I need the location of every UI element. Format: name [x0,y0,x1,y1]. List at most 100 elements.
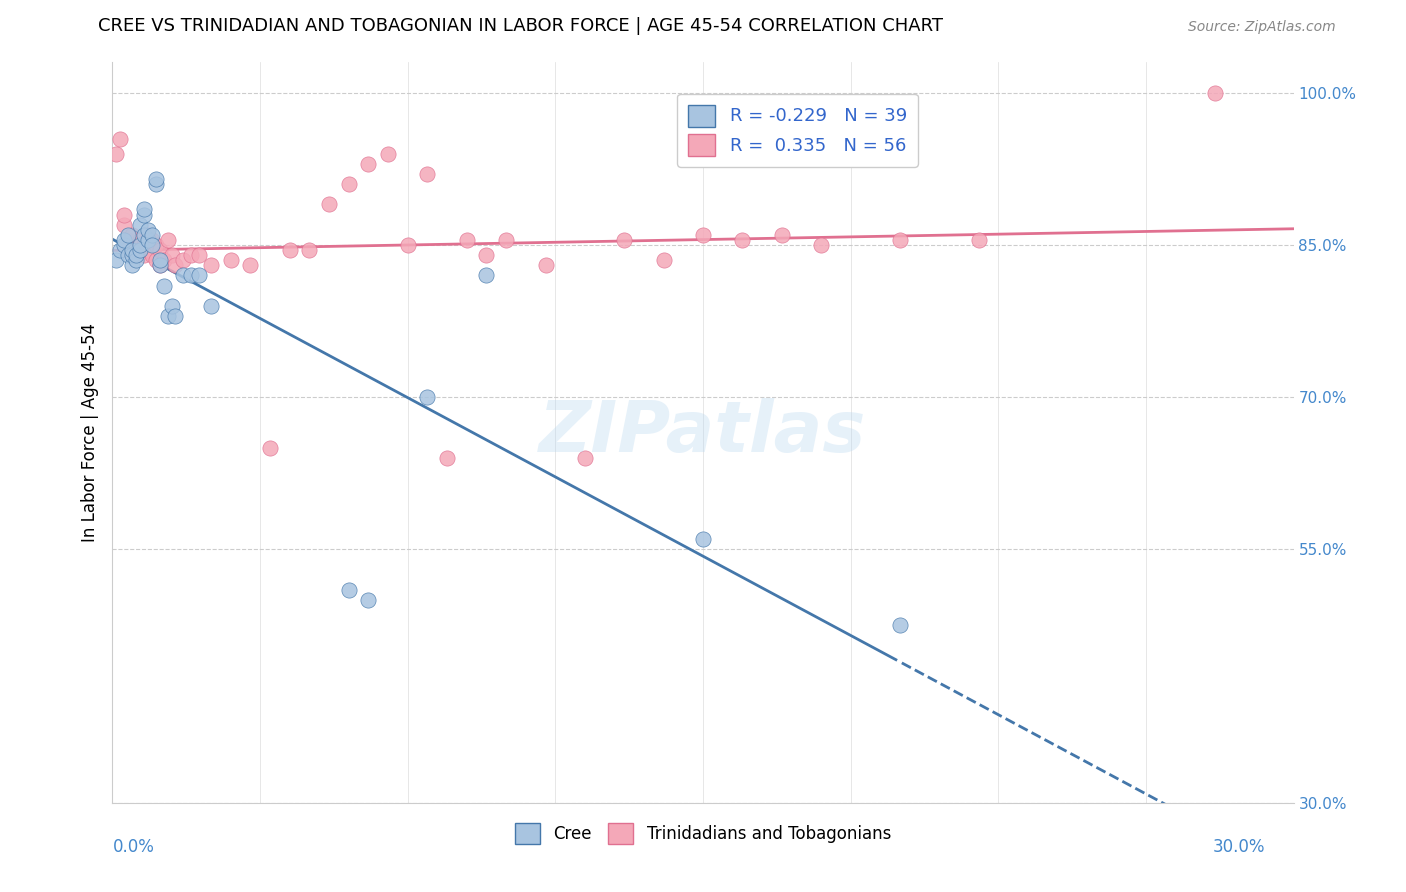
Point [105,146,128,161]
Point [129,233,152,247]
Point [105,253,128,268]
Point [495,233,517,247]
Point [298,243,321,257]
Point [121,238,143,252]
Point [141,238,163,252]
Point [770,227,793,242]
Point [889,618,911,632]
Y-axis label: In Labor Force | Age 45-54: In Labor Force | Age 45-54 [80,323,98,542]
Point [136,223,159,237]
Legend: Cree, Trinidadians and Tobagonians: Cree, Trinidadians and Tobagonians [505,814,901,854]
Point [967,233,990,247]
Point [731,233,754,247]
Point [692,227,714,242]
Point [149,253,172,268]
Point [475,248,498,262]
Point [117,233,139,247]
Point [152,278,174,293]
Point [145,253,167,268]
Point [112,218,135,232]
Point [132,208,155,222]
Point [117,243,139,257]
Point [141,248,163,262]
Point [149,258,172,272]
Point [337,582,360,597]
Point [165,258,187,272]
Point [125,253,148,268]
Point [810,238,832,252]
Point [278,243,301,257]
Point [129,218,152,232]
Point [165,309,187,323]
Point [188,268,211,283]
Point [416,167,439,181]
Point [160,248,183,262]
Point [160,299,183,313]
Point [574,450,596,465]
Point [613,233,636,247]
Point [117,227,139,242]
Point [129,243,152,257]
Point [110,243,132,257]
Point [121,243,143,257]
Point [132,227,155,242]
Point [136,227,159,242]
Point [112,208,135,222]
Text: ZIPatlas: ZIPatlas [540,398,866,467]
Point [145,172,167,186]
Point [129,243,152,257]
Point [889,233,911,247]
Point [692,532,714,546]
Point [337,177,360,191]
Point [136,233,159,247]
Point [141,233,163,247]
Point [136,243,159,257]
Text: 0.0%: 0.0% [112,838,155,855]
Point [132,238,155,252]
Point [259,441,281,455]
Text: Source: ZipAtlas.com: Source: ZipAtlas.com [1188,21,1336,34]
Point [132,202,155,217]
Point [534,258,557,272]
Point [239,258,262,272]
Point [357,593,380,607]
Point [121,258,143,272]
Point [129,238,152,252]
Point [117,248,139,262]
Point [145,177,167,191]
Point [200,258,222,272]
Point [318,197,340,211]
Point [219,253,242,268]
Text: 30.0%: 30.0% [1213,838,1265,855]
Point [149,258,172,272]
Point [652,253,675,268]
Point [110,131,132,145]
Point [149,243,172,257]
Point [436,450,458,465]
Point [125,243,148,257]
Point [180,248,202,262]
Point [188,248,211,262]
Point [357,157,380,171]
Point [141,227,163,242]
Point [200,299,222,313]
Point [172,268,194,283]
Point [377,146,399,161]
Point [1204,86,1226,100]
Point [475,268,498,283]
Point [121,248,143,262]
Text: CREE VS TRINIDADIAN AND TOBAGONIAN IN LABOR FORCE | AGE 45-54 CORRELATION CHART: CREE VS TRINIDADIAN AND TOBAGONIAN IN LA… [98,17,943,35]
Point [416,390,439,404]
Point [121,227,143,242]
Point [125,248,148,262]
Point [132,248,155,262]
Point [152,253,174,268]
Point [180,268,202,283]
Point [156,233,179,247]
Point [456,233,478,247]
Point [396,238,419,252]
Point [112,238,135,252]
Point [172,253,194,268]
Point [125,248,148,262]
Point [112,233,135,247]
